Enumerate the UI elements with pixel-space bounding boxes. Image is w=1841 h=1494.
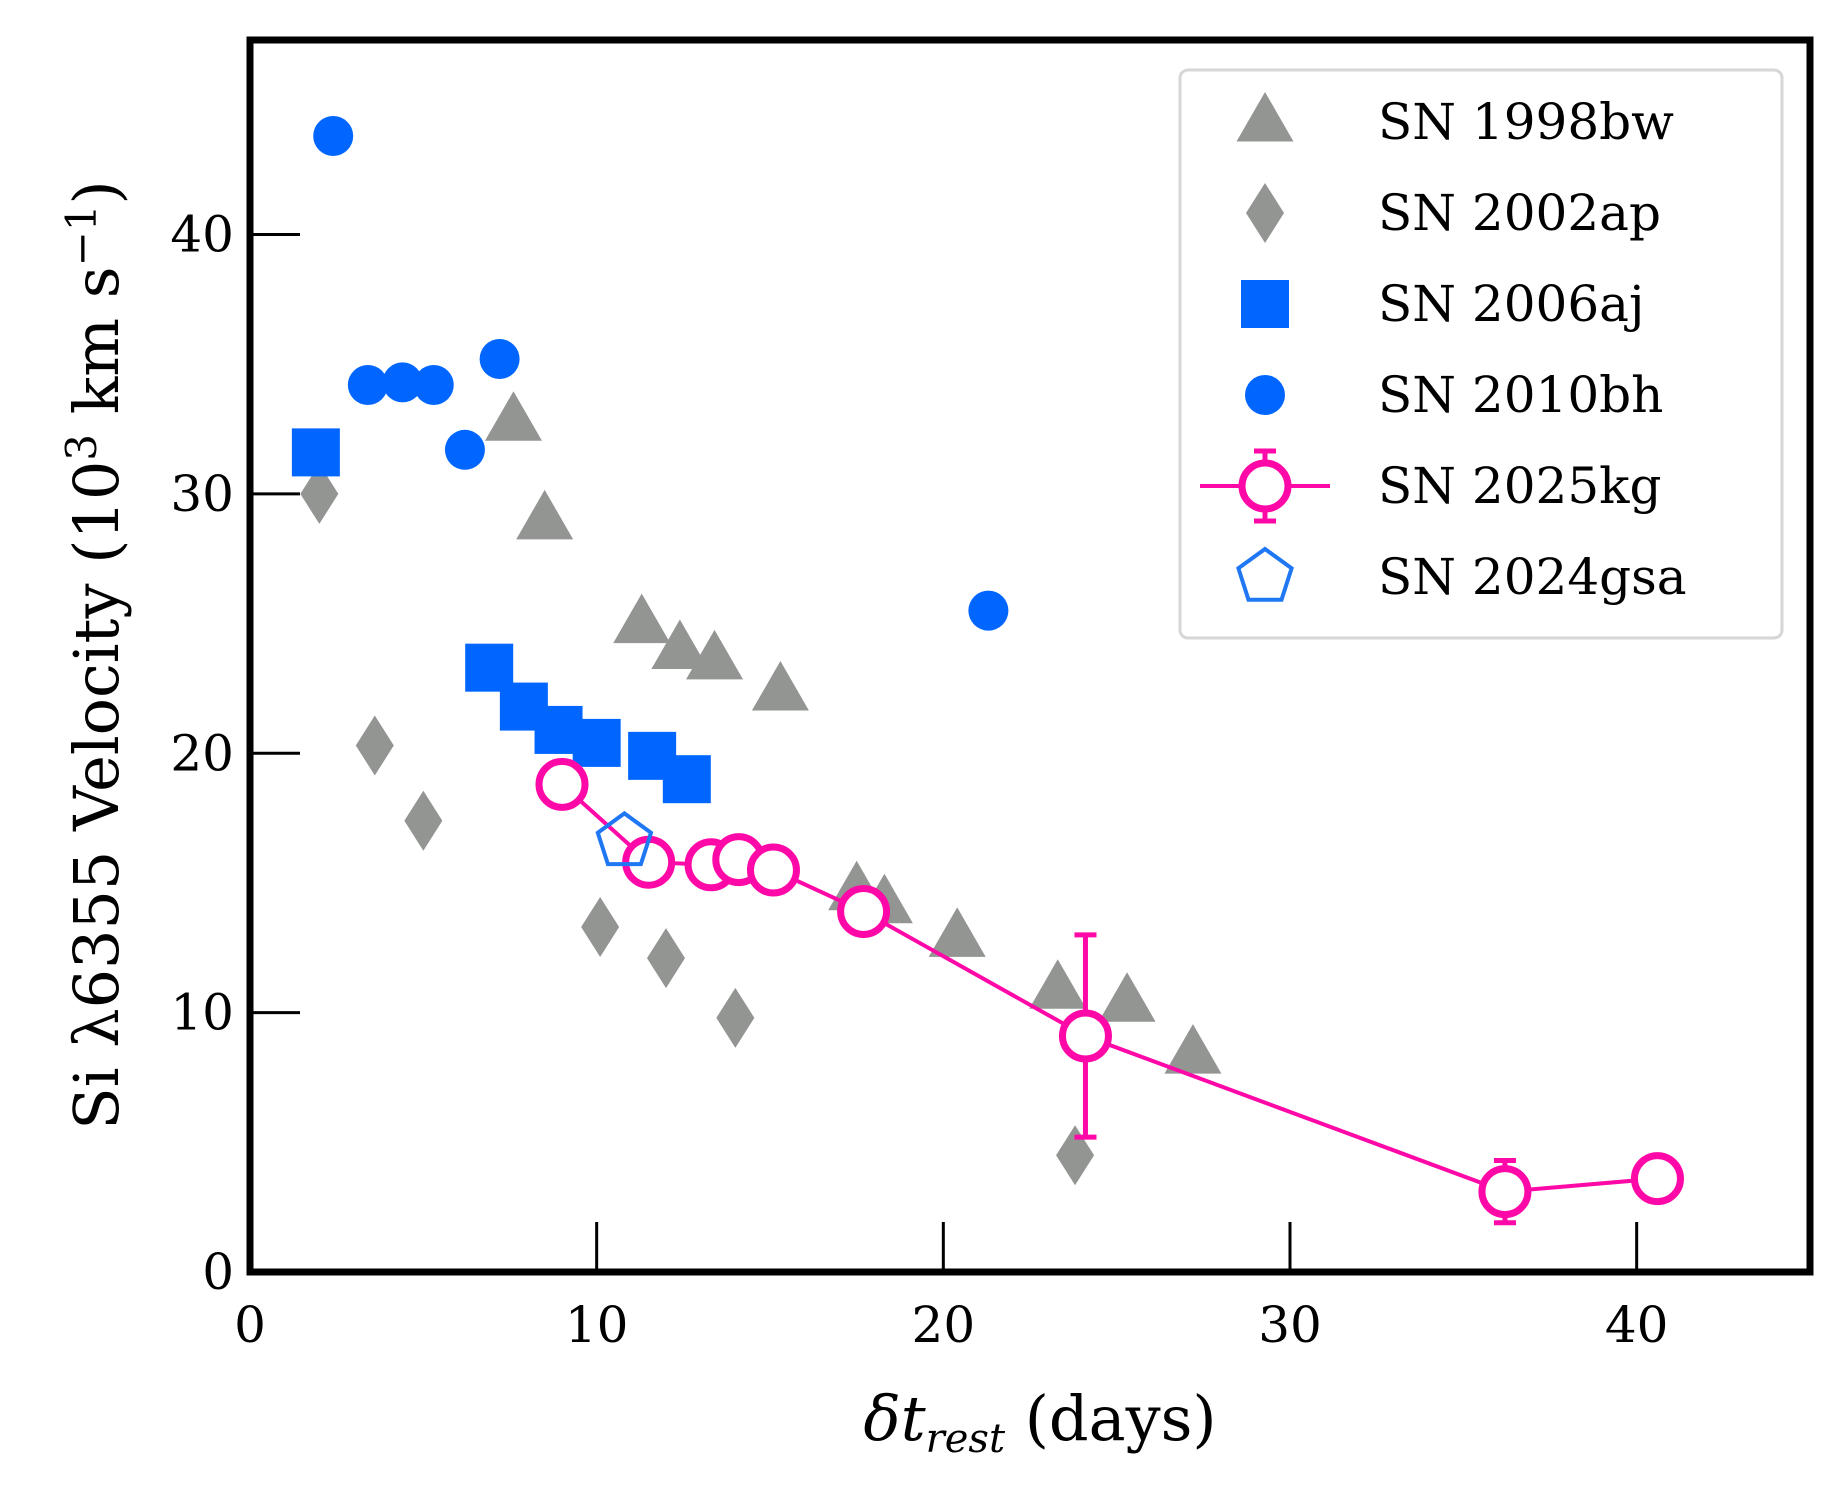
data-point bbox=[479, 339, 520, 380]
data-point bbox=[581, 897, 620, 958]
data-point bbox=[928, 907, 986, 957]
data-point bbox=[746, 843, 800, 897]
data-point bbox=[535, 757, 589, 811]
data-point bbox=[1056, 1125, 1095, 1186]
data-point bbox=[662, 755, 711, 804]
data-point bbox=[355, 715, 394, 776]
legend-label: SN 1998bw bbox=[1378, 93, 1674, 151]
data-point bbox=[686, 629, 744, 680]
data-point bbox=[647, 928, 685, 989]
plot-area bbox=[291, 115, 1684, 1226]
data-point bbox=[837, 884, 891, 938]
data-point bbox=[1029, 959, 1087, 1009]
data-point bbox=[300, 463, 339, 524]
legend-item: SN 1998bw bbox=[1236, 92, 1674, 151]
data-point bbox=[404, 790, 443, 851]
data-point bbox=[716, 987, 755, 1048]
data-point bbox=[651, 619, 709, 670]
legend-marker bbox=[1241, 280, 1289, 328]
axes: 0 10 20 30 40 0 10 20 30 40 bbox=[170, 206, 1668, 1354]
data-point bbox=[1478, 1165, 1532, 1219]
series-sn-2025kg bbox=[535, 757, 1684, 1226]
y-tick-label: 40 bbox=[170, 206, 234, 264]
data-point bbox=[413, 364, 454, 405]
data-point bbox=[968, 590, 1009, 631]
legend-label: SN 2006aj bbox=[1378, 275, 1644, 333]
y-tick-label: 20 bbox=[170, 724, 234, 782]
legend-box bbox=[1178, 68, 1784, 640]
legend-marker bbox=[1245, 375, 1285, 415]
data-point bbox=[347, 364, 388, 405]
data-point bbox=[313, 115, 354, 156]
legend-marker bbox=[1246, 183, 1284, 243]
legend: SN 1998bw SN 2002ap SN 2006aj SN 2010bh SN 2… bbox=[1178, 68, 1784, 640]
data-point bbox=[595, 810, 654, 867]
plot-frame bbox=[246, 36, 1814, 1276]
x-tick-label: 10 bbox=[565, 1296, 629, 1354]
data-point bbox=[516, 489, 574, 540]
y-tick-label: 10 bbox=[170, 984, 234, 1042]
legend-item: SN 2010bh bbox=[1245, 366, 1663, 424]
data-point bbox=[291, 428, 340, 477]
legend-marker bbox=[1236, 546, 1294, 602]
legend-label: SN 2010bh bbox=[1378, 366, 1663, 424]
legend-item: SN 2002ap bbox=[1246, 183, 1661, 243]
legend-item: SN 2025kg bbox=[1200, 448, 1661, 524]
legend-item: SN 2024gsa bbox=[1236, 546, 1687, 606]
data-point bbox=[1058, 1009, 1112, 1063]
legend-label: SN 2025kg bbox=[1378, 457, 1661, 515]
data-point bbox=[1164, 1024, 1222, 1074]
data-point bbox=[444, 429, 485, 470]
data-point bbox=[484, 391, 542, 441]
y-axis-label: Si λ6355 Velocity (103 km s−1) bbox=[57, 180, 133, 1129]
x-tick-label: 0 bbox=[234, 1296, 266, 1354]
data-point bbox=[613, 593, 671, 644]
y-tick-label: 30 bbox=[170, 465, 234, 523]
data-point bbox=[1098, 972, 1156, 1022]
series-sn-2024gsa bbox=[595, 810, 654, 867]
series-sn-2006aj bbox=[291, 428, 711, 804]
legend-item: SN 2006aj bbox=[1241, 275, 1644, 333]
data-point bbox=[572, 718, 621, 767]
x-tick-label: 20 bbox=[912, 1296, 976, 1354]
x-tick-label: 40 bbox=[1605, 1296, 1669, 1354]
legend-marker bbox=[1236, 92, 1294, 142]
y-tick-label: 0 bbox=[202, 1243, 234, 1301]
data-point bbox=[1630, 1152, 1684, 1206]
legend-marker bbox=[1238, 459, 1292, 513]
series-sn-2010bh bbox=[313, 115, 1009, 631]
legend-label: SN 2024gsa bbox=[1378, 548, 1687, 606]
data-point bbox=[382, 362, 423, 403]
x-axis-label: δtrest (days) bbox=[863, 1382, 1216, 1462]
legend-label: SN 2002ap bbox=[1378, 184, 1661, 242]
x-tick-label: 30 bbox=[1258, 1296, 1322, 1354]
data-point bbox=[751, 661, 809, 711]
series-sn-2002ap bbox=[300, 463, 1095, 1186]
series-sn-1998bw bbox=[484, 391, 1222, 1074]
